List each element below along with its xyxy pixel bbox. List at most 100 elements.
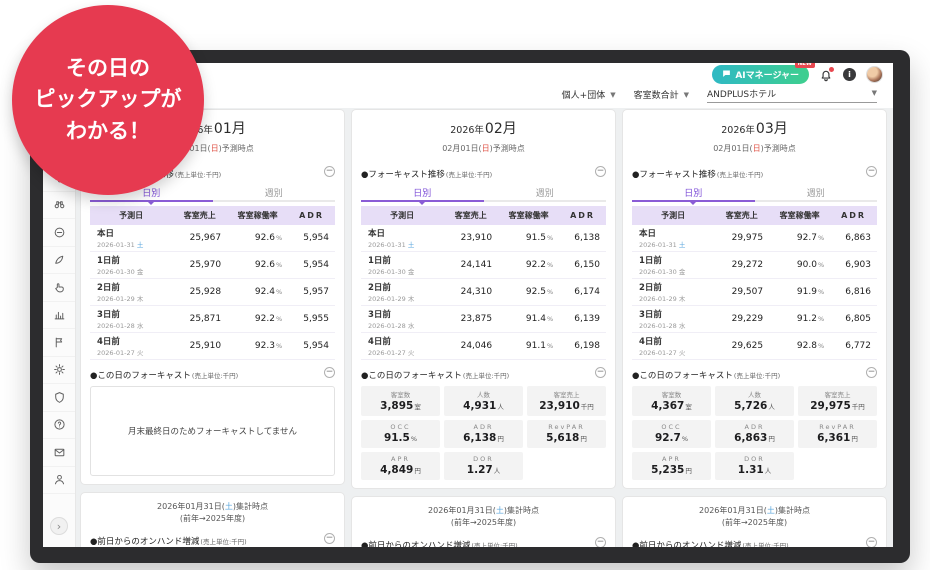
month-column: 2026年02月 02月01日(日)予測時点 ●フォーキャスト推移(売上単位:千… xyxy=(351,109,616,547)
app-window: ダッシュボード AIマネージャー NEW i xyxy=(30,50,910,563)
chevron-down-icon: ▼ xyxy=(610,90,616,99)
app-content: ダッシュボード AIマネージャー NEW i xyxy=(43,63,893,547)
collapse-icon[interactable]: − xyxy=(324,367,335,378)
collapse-icon[interactable]: − xyxy=(324,166,335,177)
notification-dot xyxy=(829,66,834,72)
tab-active-indicator xyxy=(632,199,755,202)
stat-tile: 人数 5,726人 xyxy=(715,386,794,416)
table-row: 4日前 2026-01-27 火 25,910 92.3% 5,954 xyxy=(90,332,335,360)
tab-weekly[interactable]: 週別 xyxy=(806,189,825,199)
day-forecast-body: 客室数 3,895室 人数 4,931人 客室売上 23,910千円 OCC 9… xyxy=(361,386,606,480)
collapse-icon[interactable]: − xyxy=(324,533,335,544)
no-forecast-message: 月末最終日のためフォーキャストしてません xyxy=(90,386,335,476)
tab-weekly[interactable]: 週別 xyxy=(535,189,554,199)
month-columns: 2026年01月 02月01日(日)予測時点 ●フォーキャスト推移(売上単位:千… xyxy=(76,108,893,547)
sidebar-expand-button[interactable]: › xyxy=(50,517,68,535)
table-row: 4日前 2026-01-27 火 24,046 91.1% 6,198 xyxy=(361,332,606,360)
stat-tile: OCC 92.7% xyxy=(632,420,711,448)
stat-tile: 人数 4,931人 xyxy=(444,386,523,416)
tab-active-indicator xyxy=(361,199,484,202)
gear-icon[interactable] xyxy=(43,357,75,384)
table-header-row: 予測日 客室売上 客室稼働率 ADR xyxy=(632,206,877,225)
hotel-select[interactable]: ANDPLUSホテル ▼ xyxy=(707,87,877,103)
section-onhand-change: ●前日からのオンハンド増減(売上単位:千円) − xyxy=(632,537,877,547)
day-forecast-body: 月末最終日のためフォーキャストしてません xyxy=(90,386,335,476)
chevron-down-icon: ▼ xyxy=(871,89,877,97)
aggregate-point-label: 2026年01月31日(土)集計時点 (前年→2025年度) xyxy=(157,502,268,523)
hand-icon[interactable] xyxy=(43,274,75,302)
collapse-icon[interactable]: − xyxy=(866,537,877,547)
collapse-icon[interactable]: − xyxy=(866,367,877,378)
user-icon[interactable] xyxy=(43,467,75,494)
tab-active-notch xyxy=(419,202,426,205)
user-avatar[interactable] xyxy=(866,66,883,83)
forecast-table: 予測日 客室売上 客室稼働率 ADR 本日 2026-01-31 土 23,91… xyxy=(361,206,606,360)
shield-icon[interactable] xyxy=(43,384,75,412)
section-day-forecast: ●この日のフォーキャスト(売上単位:千円) − xyxy=(361,367,606,381)
tab-active-indicator xyxy=(90,199,213,202)
table-row: 1日前 2026-01-30 金 25,970 92.6% 5,954 xyxy=(90,251,335,279)
metric-filter[interactable]: 客室数合計 ▼ xyxy=(633,90,689,102)
pen-icon[interactable] xyxy=(43,247,75,274)
tab-daily[interactable]: 日別 xyxy=(413,189,432,199)
table-row: 1日前 2026-01-30 金 24,141 92.2% 6,150 xyxy=(361,251,606,279)
tab-track xyxy=(361,199,606,202)
onhand-card: 2026年01月31日(土)集計時点 (前年→2025年度) ●前日からのオンハ… xyxy=(80,492,345,547)
tab-weekly[interactable]: 週別 xyxy=(264,189,283,199)
tab-daily[interactable]: 日別 xyxy=(684,189,703,199)
collapse-icon[interactable]: − xyxy=(595,367,606,378)
notifications-button[interactable] xyxy=(819,66,834,82)
tab-active-notch xyxy=(148,202,155,205)
promo-line-1: その日の xyxy=(66,55,150,80)
table-row: 本日 2026-01-31 土 25,967 92.6% 5,954 xyxy=(90,225,335,252)
segment-filter[interactable]: 個人+団体 ▼ xyxy=(561,90,616,102)
tab-daily[interactable]: 日別 xyxy=(142,189,161,199)
forecast-point-label: 02月01日(日)予測時点 xyxy=(171,144,254,153)
table-row: 4日前 2026-01-27 火 29,625 92.8% 6,772 xyxy=(632,332,877,360)
table-row: 本日 2026-01-31 土 29,975 92.7% 6,863 xyxy=(632,225,877,252)
ai-manager-button[interactable]: AIマネージャー NEW xyxy=(712,63,815,84)
tab-active-notch xyxy=(690,202,697,205)
forecast-point-label: 02月01日(日)予測時点 xyxy=(442,144,525,153)
tab-track xyxy=(632,199,877,202)
info-button[interactable]: i xyxy=(843,68,856,81)
dashboard-body: › 2026年01月 02月01日(日)予測時点 ●フォーキャスト推移(売上単位… xyxy=(43,108,893,547)
stat-tile: 客室売上 29,975千円 xyxy=(798,386,877,416)
stat-tile: RevPAR 5,618円 xyxy=(527,420,606,448)
mail-icon[interactable] xyxy=(43,439,75,467)
collapse-icon[interactable]: − xyxy=(866,166,877,177)
table-row: 2日前 2026-01-29 木 29,507 91.9% 6,816 xyxy=(632,278,877,306)
day-forecast-body: 客室数 4,367室 人数 5,726人 客室売上 29,975千円 OCC 9… xyxy=(632,386,877,480)
chevron-down-icon: ▼ xyxy=(683,90,689,99)
ai-new-badge: NEW xyxy=(794,63,815,68)
stat-tile: 客室数 3,895室 xyxy=(361,386,440,416)
binoculars-icon[interactable] xyxy=(43,192,75,219)
aggregate-point-label: 2026年01月31日(土)集計時点 (前年→2025年度) xyxy=(699,506,810,527)
forecast-card: 2026年03月 02月01日(日)予測時点 ●フォーキャスト推移(売上単位:千… xyxy=(622,109,887,489)
onhand-card: 2026年01月31日(土)集計時点 (前年→2025年度) ●前日からのオンハ… xyxy=(351,496,616,547)
flag-icon[interactable] xyxy=(43,329,75,357)
table-row: 3日前 2026-01-28 水 25,871 92.2% 5,955 xyxy=(90,305,335,333)
month-column: 2026年03月 02月01日(日)予測時点 ●フォーキャスト推移(売上単位:千… xyxy=(622,109,887,547)
collapse-icon[interactable]: − xyxy=(595,166,606,177)
forecast-table: 予測日 客室売上 客室稼働率 ADR 本日 2026-01-31 土 25,96… xyxy=(90,206,335,360)
gauge-icon[interactable] xyxy=(43,219,75,247)
header-actions: AIマネージャー NEW i xyxy=(712,63,883,84)
chart-icon[interactable] xyxy=(43,302,75,329)
trend-tabs: 日別 週別 xyxy=(361,185,606,205)
stat-tile: 客室売上 23,910千円 xyxy=(527,386,606,416)
section-day-forecast: ●この日のフォーキャスト(売上単位:千円) − xyxy=(632,367,877,381)
bell-icon xyxy=(821,70,831,81)
section-forecast-trend: ●フォーキャスト推移(売上単位:千円) − xyxy=(361,166,606,180)
ai-manager-label: AIマネージャー xyxy=(735,71,799,81)
collapse-icon[interactable]: − xyxy=(595,537,606,547)
help-icon[interactable] xyxy=(43,412,75,439)
stat-tile: DOR 1.27人 xyxy=(444,452,523,480)
trend-tabs: 日別 週別 xyxy=(632,185,877,205)
pickup-promo-badge: その日の ピックアップが わかる！ xyxy=(12,5,204,195)
month-title: 2026年03月 xyxy=(721,121,788,137)
table-header-row: 予測日 客室売上 客室稼働率 ADR xyxy=(361,206,606,225)
trend-tabs: 日別 週別 xyxy=(90,185,335,205)
forecast-point-label: 02月01日(日)予測時点 xyxy=(713,144,796,153)
month-title: 2026年02月 xyxy=(450,121,517,137)
